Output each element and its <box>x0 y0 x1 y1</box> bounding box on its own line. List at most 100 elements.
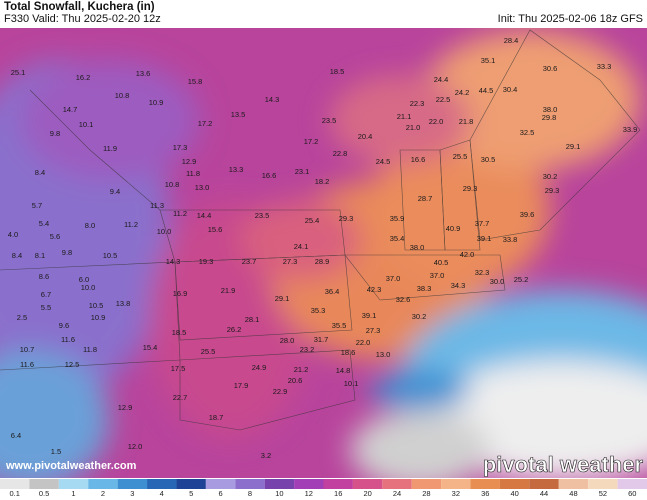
snowfall-label: 33.9 <box>623 125 638 134</box>
colorbar-swatch <box>382 479 412 489</box>
colorbar-label: 2 <box>101 489 105 498</box>
colorbar-label: 12 <box>305 489 313 498</box>
snowfall-label: 10.8 <box>165 180 180 189</box>
colorbar-swatch <box>558 479 589 489</box>
snowfall-label: 37.0 <box>430 271 445 280</box>
snowfall-label: 10.0 <box>157 227 172 236</box>
snowfall-label: 36.4 <box>325 287 340 296</box>
colorbar-swatch <box>147 479 177 489</box>
snowfall-label: 38.0 <box>410 243 425 252</box>
snowfall-label: 12.9 <box>118 403 133 412</box>
colorbar-swatch <box>588 479 618 489</box>
snowfall-label: 29.3 <box>339 214 354 223</box>
snowfall-label: 29.1 <box>566 142 581 151</box>
snowfall-label: 16.9 <box>173 289 188 298</box>
snowfall-label: 18.2 <box>315 177 330 186</box>
snowfall-label: 8.0 <box>85 221 95 230</box>
snowfall-label: 27.3 <box>366 326 381 335</box>
snowfall-label: 44.5 <box>479 86 494 95</box>
snowfall-label: 28.7 <box>418 194 433 203</box>
snowfall-label: 25.2 <box>514 275 529 284</box>
snowfall-label: 30.0 <box>490 277 505 286</box>
snowfall-label: 38.3 <box>417 284 432 293</box>
snowfall-label: 29.3 <box>463 184 478 193</box>
snowfall-label: 16.2 <box>76 73 91 82</box>
snowfall-label: 31.7 <box>314 335 329 344</box>
snowfall-label: 35.9 <box>390 214 405 223</box>
colorbar-swatch <box>441 479 471 489</box>
snowfall-label: 15.8 <box>188 77 203 86</box>
colorbar-swatch <box>0 479 30 489</box>
snowfall-label: 10.7 <box>20 345 35 354</box>
snowfall-label: 38.0 <box>543 105 558 114</box>
snowfall-label: 30.4 <box>503 85 518 94</box>
colorbar-swatch <box>58 479 89 489</box>
colorbar-label: 3 <box>130 489 134 498</box>
colorbar-swatch <box>529 479 559 489</box>
colorbar-label: 8 <box>248 489 252 498</box>
snowfall-label: 10.5 <box>89 301 104 310</box>
snowfall-label: 19.3 <box>199 257 214 266</box>
snowfall-label: 32.6 <box>396 295 411 304</box>
snowfall-label: 28.4 <box>504 36 519 45</box>
snowfall-label: 11.2 <box>173 209 187 218</box>
snowfall-label: 39.1 <box>477 234 492 243</box>
snowfall-label: 32.5 <box>520 128 535 137</box>
colorbar-swatch <box>294 479 324 489</box>
snowfall-label: 14.8 <box>336 366 351 375</box>
title: Total Snowfall, Kuchera (in) <box>4 1 155 13</box>
colorbar-swatch <box>323 479 353 489</box>
snowfall-label: 28.0 <box>280 336 295 345</box>
snowfall-label: 18.5 <box>330 67 345 76</box>
snowfall-label: 35.4 <box>390 234 405 243</box>
colorbar-swatch <box>499 479 530 489</box>
colorbar-label: 6 <box>218 489 222 498</box>
colorbar-label: 16 <box>334 489 342 498</box>
snowfall-field <box>0 28 647 478</box>
snowfall-label: 5.4 <box>39 219 49 228</box>
snowfall-label: 23.5 <box>322 116 337 125</box>
snowfall-label: 22.7 <box>173 393 188 402</box>
snowfall-label: 12.9 <box>182 157 197 166</box>
colorbar-label: 20 <box>363 489 371 498</box>
snowfall-label: 33.3 <box>597 62 612 71</box>
snowfall-label: 14.3 <box>265 95 280 104</box>
snowfall-label: 8.4 <box>12 251 22 260</box>
snowfall-label: 29.3 <box>545 186 560 195</box>
colorbar-label: 60 <box>628 489 636 498</box>
snowfall-label: 5.5 <box>41 303 51 312</box>
colorbar-label: 0.1 <box>9 489 19 498</box>
snowfall-label: 16.6 <box>411 155 426 164</box>
colorbar-label: 48 <box>569 489 577 498</box>
snowfall-label: 21.2 <box>294 365 309 374</box>
snowfall-label: 24.4 <box>434 75 449 84</box>
snowfall-label: 10.0 <box>81 283 96 292</box>
snowfall-label: 17.9 <box>234 381 249 390</box>
colorbar-swatch <box>411 479 442 489</box>
snowfall-label: 23.2 <box>300 345 315 354</box>
snowfall-label: 17.5 <box>171 364 186 373</box>
snowfall-label: 24.9 <box>252 363 267 372</box>
snowfall-label: 24.2 <box>455 88 470 97</box>
snowfall-label: 10.1 <box>79 120 94 129</box>
snowfall-label: 9.6 <box>59 321 69 330</box>
snowfall-label: 30.5 <box>481 155 496 164</box>
valid-time: F330 Valid: Thu 2025-02-20 12z <box>4 13 161 25</box>
snowfall-label: 12.0 <box>128 442 143 451</box>
colorbar-label: 4 <box>160 489 164 498</box>
snowfall-label: 10.9 <box>91 313 106 322</box>
snowfall-label: 30.2 <box>543 172 558 181</box>
colorbar-label: 40 <box>510 489 518 498</box>
snowfall-label: 8.6 <box>39 272 49 281</box>
snowfall-label: 35.1 <box>481 56 496 65</box>
snowfall-label: 9.8 <box>62 248 72 257</box>
colorbar-swatch <box>235 479 265 489</box>
snowfall-label: 29.1 <box>275 294 290 303</box>
colorbar-swatch <box>29 479 59 489</box>
colorbar-label: 36 <box>481 489 489 498</box>
snowfall-label: 22.9 <box>273 387 288 396</box>
snowfall-label: 8.1 <box>35 251 45 260</box>
colorbar-label: 5 <box>189 489 193 498</box>
colorbar-swatch <box>176 479 206 489</box>
